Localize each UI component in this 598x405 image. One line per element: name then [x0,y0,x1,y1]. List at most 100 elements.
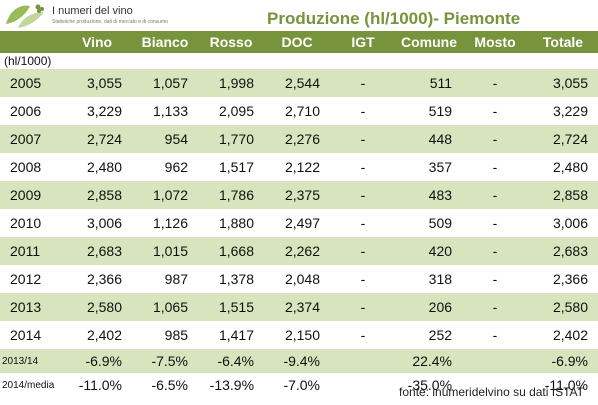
cell-vino: 2,402 [66,321,133,349]
cell-totale: 2,724 [528,125,598,153]
change-totale: -11.0% [528,373,598,397]
cell-mosto: - [462,125,529,153]
header-row: Vino Bianco Rosso DOC IGT Comune Mosto T… [0,31,598,53]
cell-doc: 2,122 [264,153,331,181]
cell-rosso: 1,378 [198,265,265,293]
page-title: Produzione (hl/1000)- Piemonte [267,9,521,28]
change-rosso: -13.9% [198,373,265,397]
cell-doc: 2,544 [264,69,331,97]
cell-bianco: 1,072 [132,181,199,209]
cell-doc: 2,497 [264,209,331,237]
unit-row: (hl/1000) [0,53,598,69]
table-row: 2014 2,402 985 1,417 2,150-252-2,402 [0,321,598,349]
cell-rosso: 1,515 [198,293,265,321]
unit-label: (hl/1000) [4,54,52,68]
logo-tagline: Statistiche produzione, dati di mercato … [52,19,168,25]
cell-bianco: 1,015 [132,237,199,265]
cell-mosto: - [462,181,529,209]
cell-comune: 357 [396,153,463,181]
column-header-totale: Totale [528,31,598,53]
source-note: fonte: inumeridelvino su dati ISTAT [399,385,584,399]
column-header-igt: IGT [330,31,397,53]
row-year: 2011 [0,237,66,265]
cell-bianco: 954 [132,125,199,153]
cell-igt: - [330,265,397,293]
change-totale: -6.9% [528,349,598,373]
row-year: 2010 [0,209,66,237]
cell-totale: 2,366 [528,265,598,293]
cell-vino: 2,480 [66,153,133,181]
row-year: 2013 [0,293,66,321]
cell-mosto: - [462,293,529,321]
cell-mosto: - [462,153,529,181]
cell-vino: 2,683 [66,237,133,265]
cell-rosso: 1,770 [198,125,265,153]
cell-rosso: 2,095 [198,97,265,125]
cell-mosto: - [462,265,529,293]
cell-bianco: 1,133 [132,97,199,125]
table-row: 2005 3,055 1,057 1,998 2,544-511-3,055 [0,69,598,97]
change-doc: -9.4% [264,349,331,373]
cell-doc: 2,276 [264,125,331,153]
cell-doc: 2,262 [264,237,331,265]
change-vino: -11.0% [66,373,133,397]
cell-doc: 2,375 [264,181,331,209]
cell-vino: 2,366 [66,265,133,293]
table-row: 2006 3,229 1,133 2,095 2,710-519-3,229 [0,97,598,125]
cell-doc: 2,374 [264,293,331,321]
cell-comune: 252 [396,321,463,349]
change-label: 2014/media [0,373,66,397]
cell-rosso: 1,668 [198,237,265,265]
cell-igt: - [330,321,397,349]
cell-comune: 483 [396,181,463,209]
cell-vino: 2,858 [66,181,133,209]
production-table: Vino Bianco Rosso DOC IGT Comune Mosto T… [0,31,598,397]
cell-totale: 3,055 [528,69,598,97]
row-year: 2012 [0,265,66,293]
cell-rosso: 1,417 [198,321,265,349]
change-mosto [462,373,529,397]
cell-mosto: - [462,209,529,237]
cell-igt: - [330,125,397,153]
cell-vino: 3,006 [66,209,133,237]
table-row: 2010 3,006 1,126 1,880 2,497-509-3,006 [0,209,598,237]
cell-igt: - [330,209,397,237]
cell-totale: 2,858 [528,181,598,209]
cell-doc: 2,150 [264,321,331,349]
cell-rosso: 1,517 [198,153,265,181]
table-row: 2009 2,858 1,072 1,786 2,375-483-2,858 [0,181,598,209]
row-year: 2006 [0,97,66,125]
cell-comune: 511 [396,69,463,97]
row-year: 2014 [0,321,66,349]
logo-name: I numeri del vino [52,5,133,17]
cell-igt: - [330,153,397,181]
change-rosso: -6.4% [198,349,265,373]
change-comune: -35.0% [396,373,463,397]
cell-comune: 206 [396,293,463,321]
cell-mosto: - [462,237,529,265]
change-bianco: -6.5% [132,373,199,397]
change-mosto [462,349,529,373]
change-igt [330,373,397,397]
cell-bianco: 962 [132,153,199,181]
wine-leaf-logo-icon [4,2,48,30]
change-bianco: -7.5% [132,349,199,373]
cell-doc: 2,710 [264,97,331,125]
cell-bianco: 1,057 [132,69,199,97]
cell-bianco: 987 [132,265,199,293]
column-header-rosso: Rosso [198,31,265,53]
cell-igt: - [330,237,397,265]
cell-igt: - [330,97,397,125]
column-header-mosto: Mosto [462,31,529,53]
cell-rosso: 1,786 [198,181,265,209]
column-header-bianco: Bianco [132,31,199,53]
cell-igt: - [330,69,397,97]
cell-bianco: 1,126 [132,209,199,237]
cell-totale: 2,402 [528,321,598,349]
row-year: 2005 [0,69,66,97]
cell-rosso: 1,880 [198,209,265,237]
change-comune: 22.4% [396,349,463,373]
change-row: 2014/media -11.0% -6.5% -13.9% -7.0% -35.0% -1… [0,373,598,397]
column-header-vino: Vino [0,31,133,53]
